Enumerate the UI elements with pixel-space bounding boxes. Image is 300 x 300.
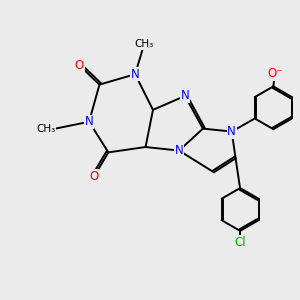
Text: N: N — [227, 125, 236, 138]
Text: N: N — [181, 89, 189, 102]
Text: N: N — [85, 115, 93, 128]
Text: O: O — [75, 59, 84, 72]
Text: CH₃: CH₃ — [134, 40, 154, 50]
Text: CH₃: CH₃ — [36, 124, 56, 134]
Text: O⁻: O⁻ — [267, 68, 283, 80]
Text: N: N — [175, 144, 184, 157]
Text: Cl: Cl — [234, 236, 246, 249]
Text: N: N — [131, 68, 140, 81]
Text: O: O — [89, 170, 99, 183]
